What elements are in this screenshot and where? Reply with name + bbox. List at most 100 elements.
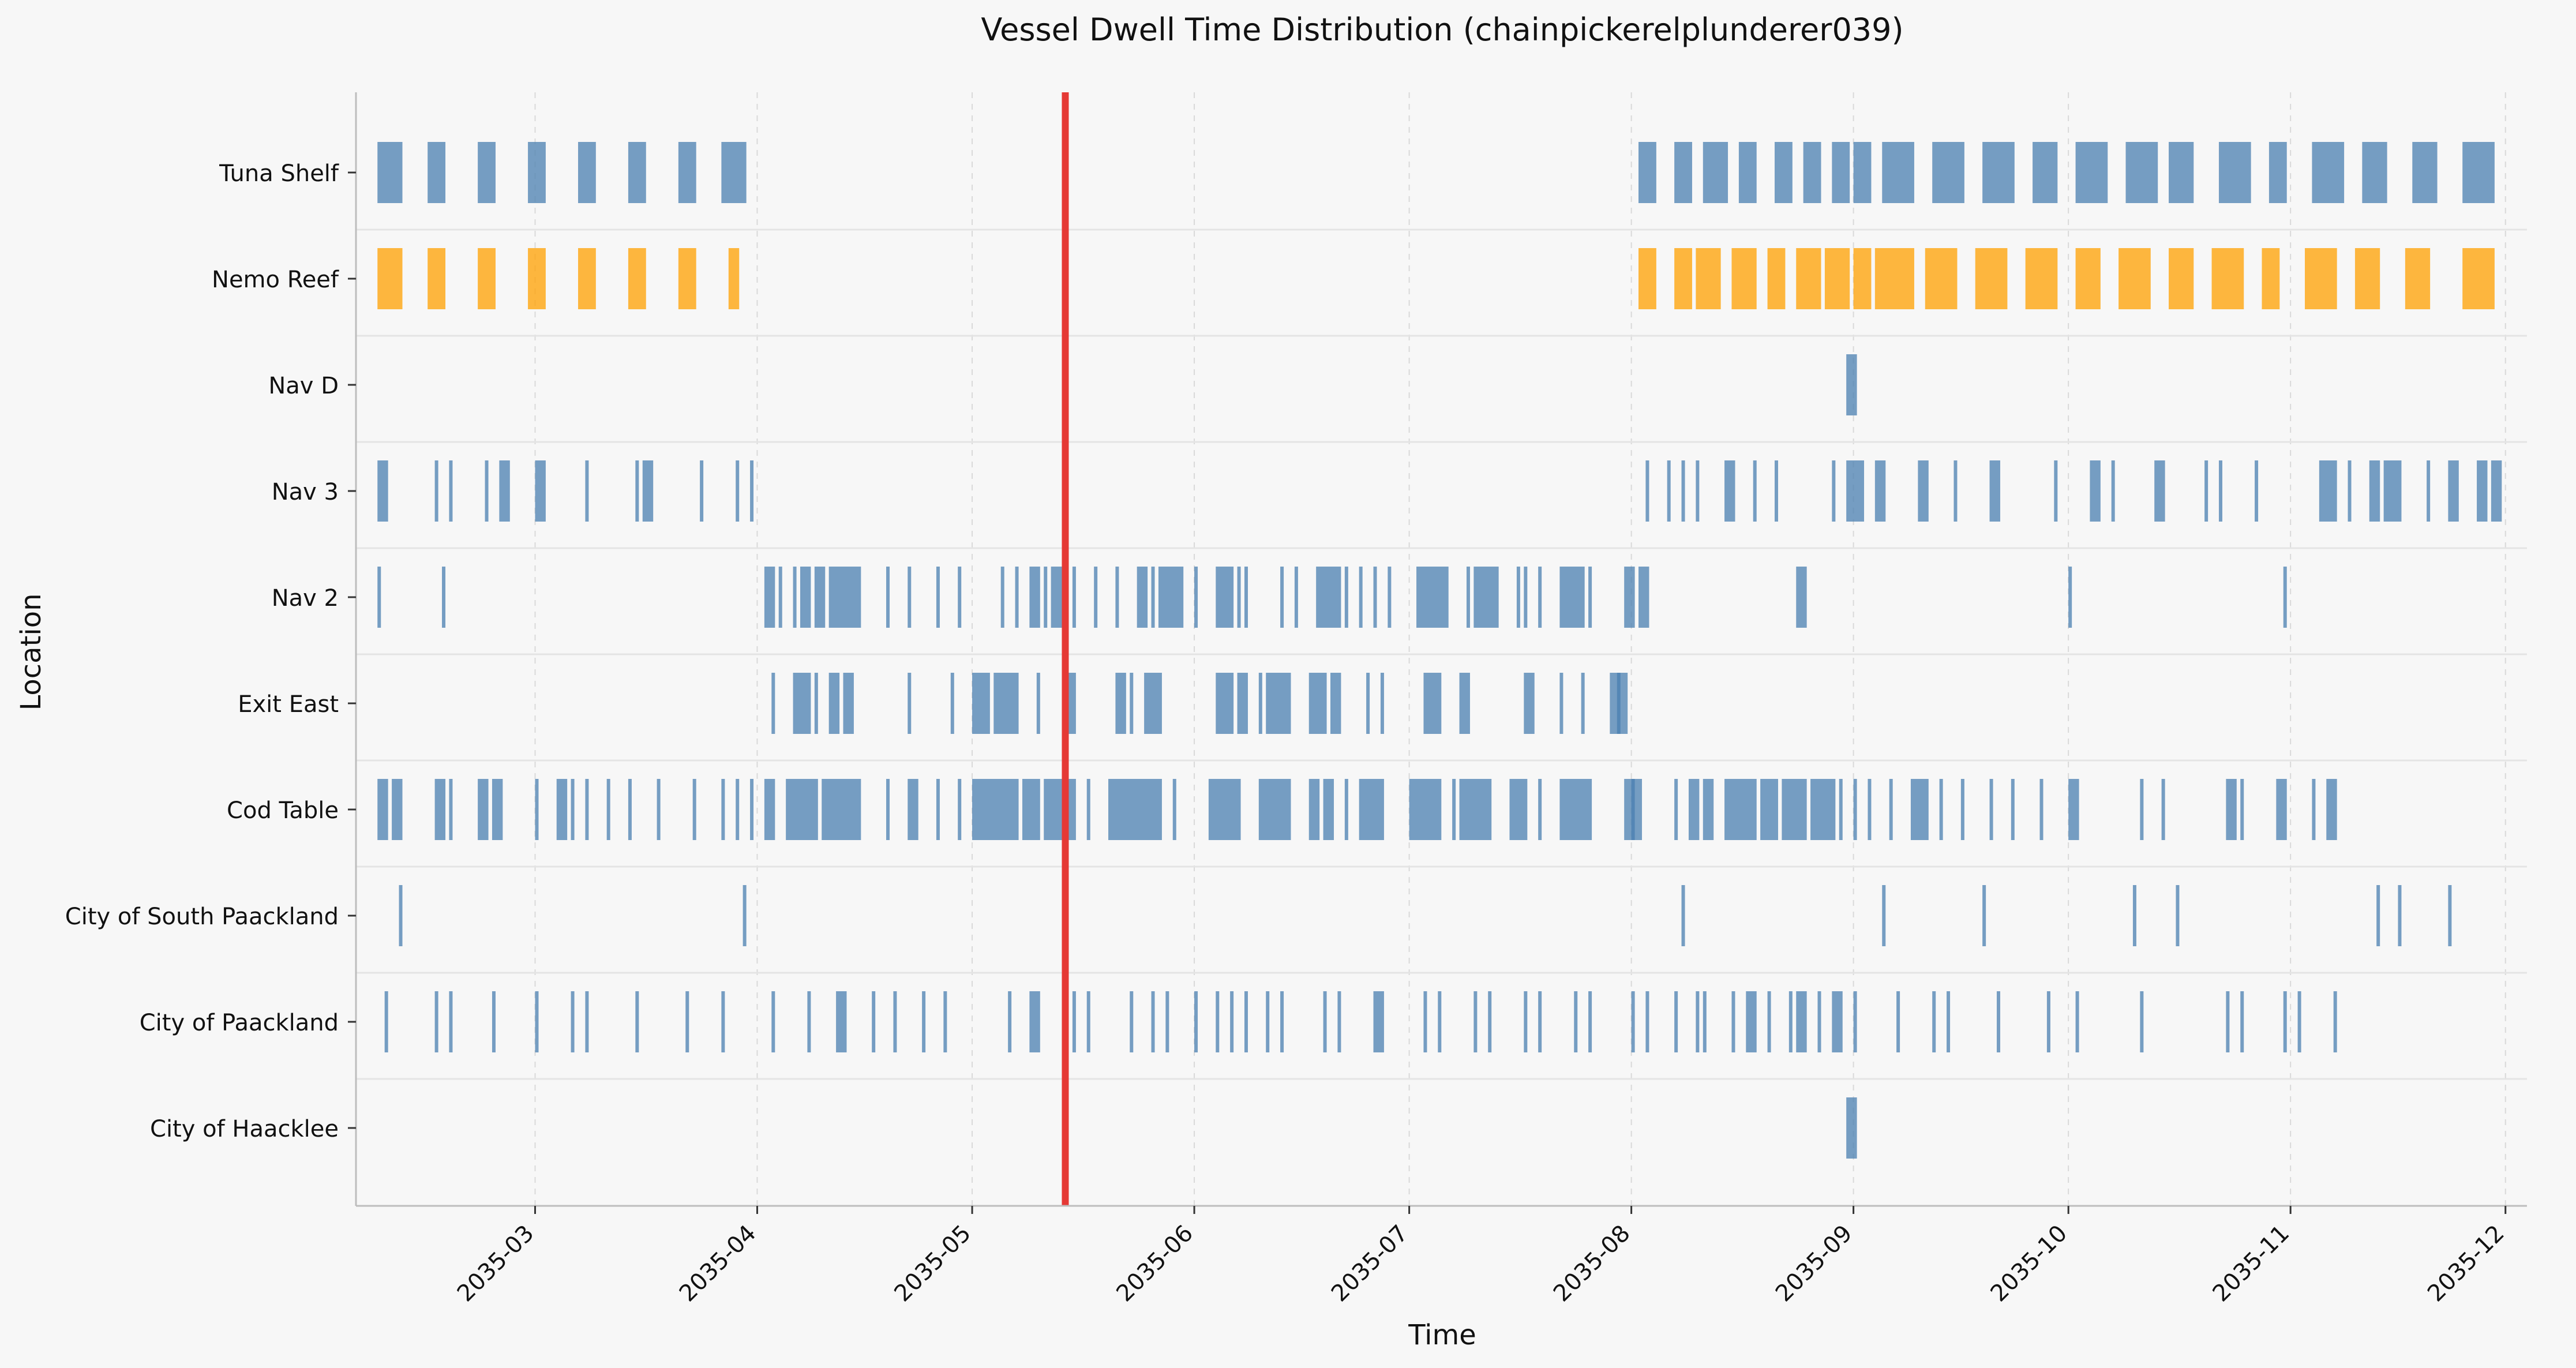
visit-bar-nav-3 — [1681, 460, 1685, 522]
chart-title: Vessel Dwell Time Distribution (chainpic… — [981, 12, 1903, 48]
visit-bar-nav-3 — [1918, 460, 1929, 522]
visit-bar-exit-east — [993, 673, 1019, 734]
visit-bar-cod-table — [1258, 779, 1291, 840]
visit-bar-city-of-paackland — [893, 991, 897, 1052]
visit-bar-city-of-paackland — [2226, 991, 2230, 1052]
visit-bar-tuna-shelf — [1774, 142, 1793, 203]
visit-bar-exit-east — [972, 673, 990, 734]
visit-bar-city-of-paackland — [836, 991, 847, 1052]
visit-bar-nav-3 — [2427, 460, 2431, 522]
visit-bar-city-of-paackland — [1266, 991, 1270, 1052]
visit-bar-city-of-paackland — [721, 991, 725, 1052]
visit-bar-city-of-paackland — [1896, 991, 1900, 1052]
visit-bar-exit-east — [1115, 673, 1126, 734]
visit-bar-exit-east — [1036, 673, 1040, 734]
visit-bar-nemo-reef — [2305, 248, 2337, 309]
visit-bar-nav-3 — [2319, 460, 2337, 522]
visit-bar-exit-east — [1130, 673, 1134, 734]
visit-bar-city-of-paackland — [1072, 991, 1076, 1052]
visit-bar-cod-table — [1509, 779, 1528, 840]
visit-bar-exit-east — [793, 673, 811, 734]
visit-bar-city-of-paackland — [1731, 991, 1735, 1052]
visit-bar-city-of-paackland — [1029, 991, 1040, 1052]
x-tick-label: 2035-07 — [1326, 1220, 1413, 1307]
visit-bar-nav-2 — [793, 567, 797, 628]
visit-bar-nav-2 — [814, 567, 826, 628]
visit-bar-nav-2 — [1194, 567, 1198, 628]
visit-bar-nav-2 — [828, 567, 861, 628]
visit-bar-cod-table — [492, 779, 503, 840]
visit-bar-nav-2 — [1473, 567, 1499, 628]
visit-bar-city-of-paackland — [434, 991, 438, 1052]
visit-bar-cod-table — [1409, 779, 1442, 840]
visit-bar-nav-2 — [1538, 567, 1542, 628]
visit-bar-nav-3 — [2090, 460, 2101, 522]
visit-bar-nav-3 — [2348, 460, 2352, 522]
visit-bar-city-of-paackland — [1696, 991, 1700, 1052]
visit-bar-cod-table — [1559, 779, 1592, 840]
grid-layer — [356, 92, 2527, 1206]
visit-bar-nav-2 — [1588, 567, 1592, 628]
visit-bar-tuna-shelf — [2218, 142, 2251, 203]
visit-bar-exit-east — [771, 673, 775, 734]
visit-bar-cod-table — [886, 779, 890, 840]
visit-bar-nav-3 — [642, 460, 654, 522]
visit-bar-nav-3 — [1667, 460, 1671, 522]
visit-bar-cod-table — [1022, 779, 1040, 840]
visit-bar-nav-3 — [499, 460, 510, 522]
visit-bar-city-of-paackland — [771, 991, 775, 1052]
visit-bar-tuna-shelf — [1832, 142, 1850, 203]
visit-bar-cod-table — [478, 779, 489, 840]
visit-bar-cod-table — [1760, 779, 1778, 840]
visit-bar-city-of-paackland — [449, 991, 453, 1052]
visit-bar-cod-table — [571, 779, 575, 840]
visit-bar-cod-table — [2161, 779, 2165, 840]
visit-bar-nav-2 — [1137, 567, 1148, 628]
visit-bar-nav-2 — [1158, 567, 1184, 628]
visit-bar-city-of-south-paackland — [2132, 885, 2136, 946]
y-tick-label: City of South Paackland — [65, 904, 339, 930]
visit-bar-nemo-reef — [528, 248, 546, 309]
visit-bar-cod-table — [1086, 779, 1090, 840]
visit-bar-city-of-paackland — [1086, 991, 1090, 1052]
visit-bar-cod-table — [434, 779, 446, 840]
visit-bar-cod-table — [1853, 779, 1857, 840]
visit-bar-nav-2 — [908, 567, 912, 628]
visit-bar-nav-3 — [2383, 460, 2402, 522]
visit-bar-cod-table — [2240, 779, 2244, 840]
visit-bar-exit-east — [1366, 673, 1370, 734]
visit-bar-cod-table — [1344, 779, 1348, 840]
x-tick-label: 2035-04 — [674, 1220, 762, 1307]
visit-bar-tuna-shelf — [428, 142, 446, 203]
visit-bar-nav-3 — [736, 460, 740, 522]
visit-bar-nav-3 — [1696, 460, 1700, 522]
visit-bar-city-of-paackland — [2333, 991, 2337, 1052]
visit-bar-city-of-paackland — [807, 991, 811, 1052]
visit-bar-tuna-shelf — [578, 142, 596, 203]
y-tick-label: Exit East — [238, 691, 339, 718]
y-tick-label: Cod Table — [227, 797, 339, 824]
visit-bar-city-of-paackland — [1767, 991, 1771, 1052]
visit-bar-nav-2 — [1416, 567, 1449, 628]
visit-bar-nav-3 — [2154, 460, 2165, 522]
x-axis-label: Time — [1408, 1319, 1476, 1351]
visit-bar-cod-table — [1631, 779, 1643, 840]
visit-bar-city-of-paackland — [635, 991, 639, 1052]
visit-bar-nav-2 — [1638, 567, 1649, 628]
visit-bar-nav-3 — [449, 460, 453, 522]
y-tick-label: City of Paackland — [140, 1010, 339, 1036]
x-tick-label: 2035-08 — [1548, 1220, 1636, 1307]
visit-bar-nemo-reef — [1767, 248, 1786, 309]
visit-bar-nemo-reef — [1975, 248, 2008, 309]
visit-bar-cod-table — [1688, 779, 1700, 840]
visit-bar-nemo-reef — [2211, 248, 2244, 309]
visit-bar-tuna-shelf — [1703, 142, 1728, 203]
y-tick-label: City of Haacklee — [150, 1116, 339, 1142]
visit-bar-cod-table — [2140, 779, 2144, 840]
visit-bar-cod-table — [657, 779, 661, 840]
visit-bar-nemo-reef — [377, 248, 403, 309]
visit-bar-nemo-reef — [2462, 248, 2495, 309]
visit-bar-nav-2 — [778, 567, 782, 628]
visit-bar-nav-2 — [886, 567, 890, 628]
visit-bar-cod-table — [1782, 779, 1807, 840]
